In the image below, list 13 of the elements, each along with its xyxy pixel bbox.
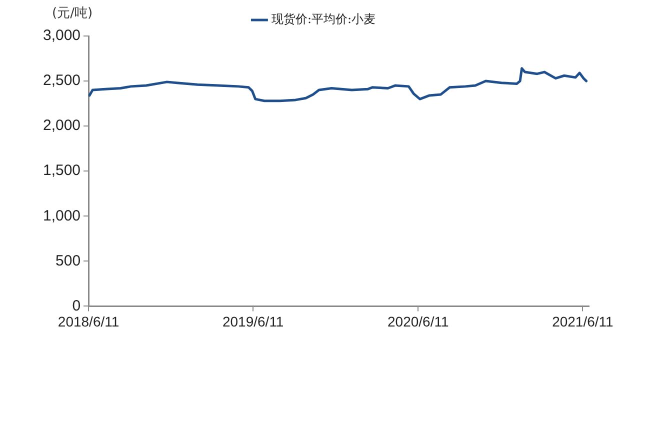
x-tick-label: 2019/6/11 xyxy=(222,313,284,330)
x-tick-label: 2020/6/11 xyxy=(387,313,449,330)
y-tick-label: 2,000 xyxy=(42,117,81,134)
y-tick-label: 2,500 xyxy=(42,72,81,90)
y-tick-label: 500 xyxy=(56,252,81,270)
y-tick-label: 0 xyxy=(72,297,81,314)
y-tick-label: 1,500 xyxy=(42,162,81,180)
x-tick-label: 2021/6/11 xyxy=(552,313,614,330)
x-tick-label: 2018/6/11 xyxy=(58,313,120,330)
legend-label: 现货价:平均价:小麦 xyxy=(271,12,376,26)
y-axis-title: (元/吨) xyxy=(52,5,93,22)
y-tick-label: 3,000 xyxy=(42,27,81,44)
y-tick-label: 1,000 xyxy=(42,207,81,224)
